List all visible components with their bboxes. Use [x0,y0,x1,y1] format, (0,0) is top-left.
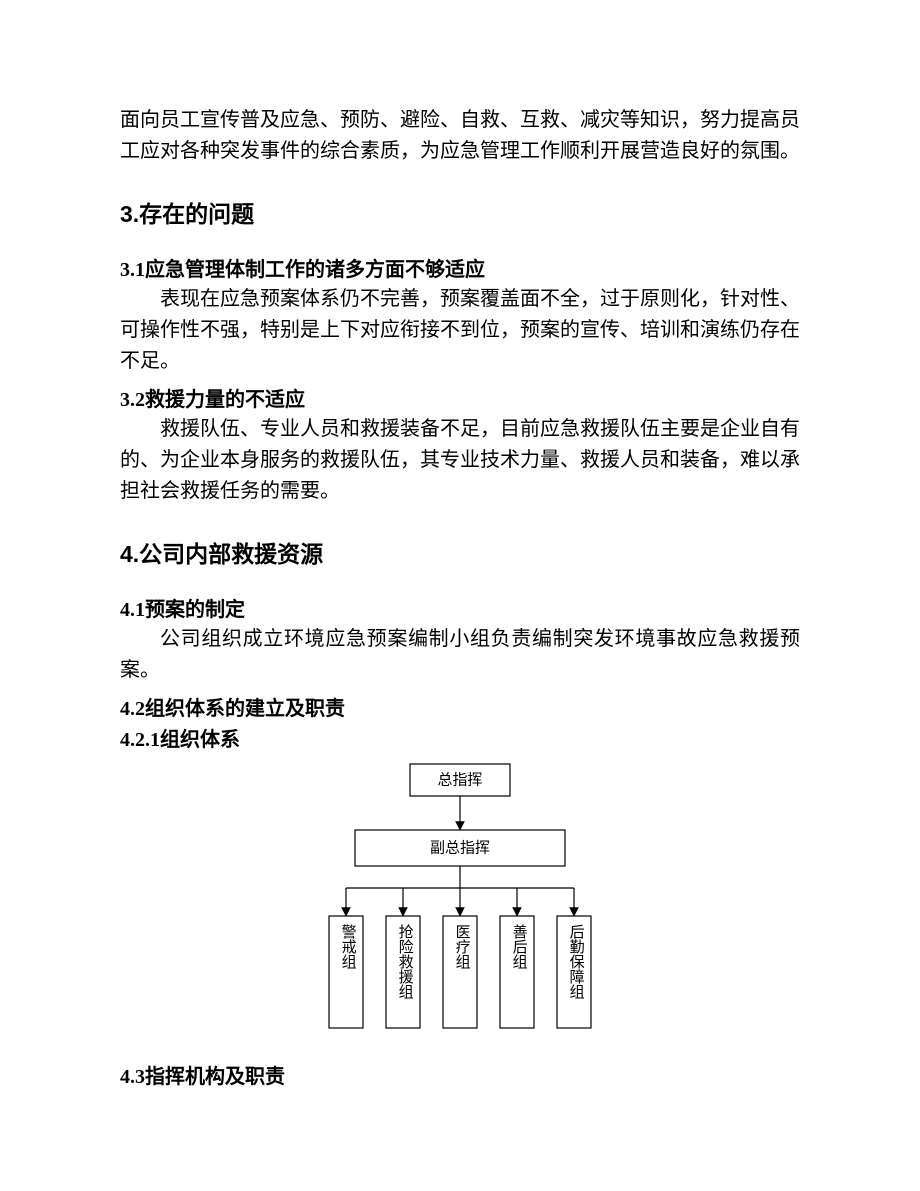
node-mid-label: 副总指挥 [430,839,490,856]
section-4-2-heading: 4.2组织体系的建立及职责 [120,692,800,721]
node-leaf-4-label: 后勤保障组 [568,924,585,999]
org-chart-svg: 总指挥副总指挥警戒组 抢险救援组 医疗组 善后组 后勤保障组 [250,758,670,1058]
node-leaf-1-label: 抢险救援组 [397,923,414,999]
section-3-1-heading: 3.1应急管理体制工作的诸多方面不够适应 [120,253,800,282]
org-chart: 总指挥副总指挥警戒组 抢险救援组 医疗组 善后组 后勤保障组 [120,758,800,1058]
node-top-label: 总指挥 [437,771,482,788]
intro-paragraph: 面向员工宣传普及应急、预防、避险、自救、互救、减灾等知识，努力提高员工应对各种突… [120,105,800,167]
section-3-2-body: 救援队伍、专业人员和救援装备不足，目前应急救援队伍主要是企业自有的、为企业本身服… [120,414,800,507]
section-3-1-body: 表现在应急预案体系仍不完善，预案覆盖面不全，过于原则化，针对性、可操作性不强，特… [120,284,800,377]
section-4-2-1-heading: 4.2.1组织体系 [120,723,800,752]
section-3-2-heading: 3.2救援力量的不适应 [120,383,800,412]
node-leaf-0-label: 警戒组 [340,924,357,969]
node-leaf-2-label: 医疗组 [454,924,471,969]
section-3-heading: 3.存在的问题 [120,195,800,229]
section-4-3-heading: 4.3指挥机构及职责 [120,1060,800,1089]
node-leaf-3-label: 善后组 [511,924,528,969]
section-4-1-heading: 4.1预案的制定 [120,593,800,622]
section-4-heading: 4.公司内部救援资源 [120,535,800,569]
section-4-1-body: 公司组织成立环境应急预案编制小组负责编制突发环境事故应急救援预案。 [120,624,800,686]
